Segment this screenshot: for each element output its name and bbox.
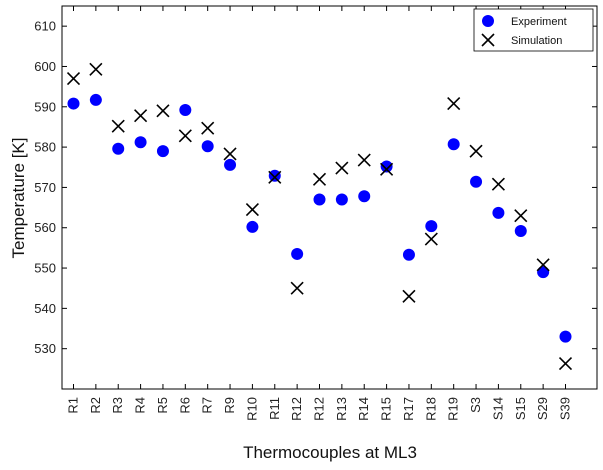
y-tick-label: 590 xyxy=(34,99,56,114)
x-tick-label: R12 xyxy=(289,397,304,421)
experiment-point xyxy=(537,266,550,279)
legend-simulation-label: Simulation xyxy=(511,35,562,47)
x-tick-label: R1 xyxy=(66,397,81,414)
simulation-point xyxy=(536,258,550,272)
x-tick-label: S15 xyxy=(513,397,528,420)
experiment-point xyxy=(514,224,527,237)
experiment-point xyxy=(134,136,147,149)
x-tick-label: R18 xyxy=(423,397,438,421)
y-tick-label: 550 xyxy=(34,261,56,276)
x-tick-label: R7 xyxy=(200,397,215,414)
x-tick-label: R9 xyxy=(222,397,237,414)
x-axis: R1 R2 R3 R4 R5 R6 R7 R9 R10 R11 R12 R12 R13 R14 R15 R17… xyxy=(66,6,573,421)
experiment-series xyxy=(67,93,572,343)
plot-area xyxy=(61,5,598,390)
experiment-point xyxy=(335,193,348,206)
x-tick-label: R12 xyxy=(312,397,327,421)
x-tick-label: R11 xyxy=(267,397,282,420)
y-tick-label: 540 xyxy=(34,301,56,316)
simulation-point xyxy=(380,162,394,176)
experiment-point xyxy=(268,169,281,182)
experiment-point xyxy=(470,175,483,188)
x-tick-label: R2 xyxy=(88,397,103,414)
experiment-point xyxy=(402,248,415,261)
legend-experiment-marker xyxy=(482,15,494,27)
simulation-point xyxy=(357,153,371,167)
experiment-point xyxy=(179,104,192,117)
simulation-point xyxy=(447,96,461,111)
x-tick-label: R10 xyxy=(244,397,259,421)
experiment-point xyxy=(380,160,393,173)
y-tick-label: 530 xyxy=(34,341,56,356)
x-tick-label: R17 xyxy=(401,397,416,421)
y-axis: 530 540 550 560 570 580 590 600 610 xyxy=(34,19,597,356)
y-tick-label: 600 xyxy=(34,59,56,74)
experiment-point xyxy=(358,190,371,203)
simulation-point xyxy=(558,357,573,371)
experiment-point xyxy=(224,158,237,171)
x-tick-label: R5 xyxy=(155,397,170,414)
simulation-point xyxy=(290,281,304,295)
legend-experiment-label: Experiment xyxy=(511,16,567,28)
simulation-point xyxy=(312,172,327,186)
simulation-point xyxy=(424,232,438,246)
x-tick-label: S3 xyxy=(468,397,483,413)
experiment-point xyxy=(89,93,102,106)
simulation-point xyxy=(89,62,103,76)
legend-box xyxy=(473,8,594,52)
legend: Experiment Simulation xyxy=(473,8,594,52)
simulation-point xyxy=(111,119,125,133)
simulation-point xyxy=(178,129,192,143)
y-tick-label: 560 xyxy=(34,220,56,235)
x-axis-title: Thermocouples at ML3 xyxy=(243,443,417,462)
experiment-point xyxy=(246,220,259,233)
x-tick-label: R15 xyxy=(379,397,394,421)
simulation-point xyxy=(335,161,349,175)
simulation-point xyxy=(134,109,148,123)
simulation-point xyxy=(223,147,237,161)
y-axis-title: Temperature [K] xyxy=(9,138,28,259)
x-tick-label: R6 xyxy=(177,397,192,414)
x-tick-label: R14 xyxy=(356,397,371,421)
x-tick-label: S39 xyxy=(558,397,573,420)
simulation-point xyxy=(156,104,170,118)
y-tick-label: 580 xyxy=(34,140,56,155)
simulation-series xyxy=(66,62,573,371)
experiment-point xyxy=(291,247,304,260)
simulation-point xyxy=(245,203,259,217)
x-tick-label: S14 xyxy=(490,397,505,420)
x-tick-label: R13 xyxy=(334,397,349,421)
experiment-point xyxy=(447,138,460,151)
experiment-point xyxy=(67,97,80,110)
simulation-point xyxy=(268,170,282,184)
x-tick-label: S29 xyxy=(535,397,550,420)
x-tick-label: R4 xyxy=(133,397,148,414)
simulation-point xyxy=(402,289,416,303)
simulation-point xyxy=(491,177,505,191)
y-tick-label: 570 xyxy=(34,180,56,195)
simulation-point xyxy=(201,121,215,135)
legend-simulation-marker xyxy=(481,33,495,47)
experiment-point xyxy=(492,206,505,219)
x-tick-label: R3 xyxy=(110,397,125,414)
simulation-point xyxy=(66,72,81,86)
experiment-point xyxy=(425,220,438,233)
y-tick-label: 610 xyxy=(34,19,56,34)
simulation-point xyxy=(469,144,483,158)
experiment-point xyxy=(156,145,169,158)
experiment-point xyxy=(112,142,125,155)
x-tick-label: R19 xyxy=(446,397,461,421)
simulation-point xyxy=(514,209,528,223)
experiment-point xyxy=(313,193,326,206)
experiment-point xyxy=(201,140,214,153)
experiment-point xyxy=(559,330,572,343)
